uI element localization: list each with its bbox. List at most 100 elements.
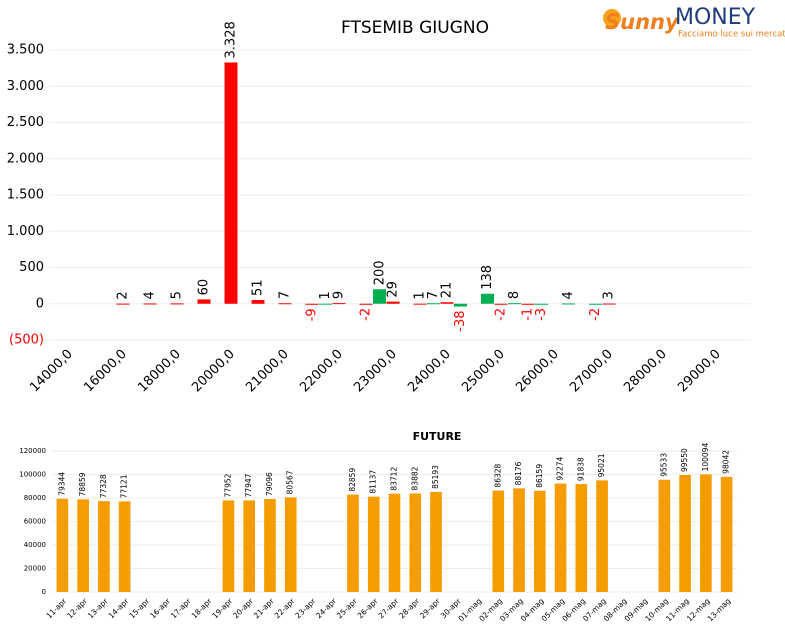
x-tick-label: 14000,0 (27, 347, 76, 396)
data-label: -2 (359, 308, 374, 321)
data-label: 83712 (390, 467, 399, 491)
y-tick-label: 0 (42, 588, 46, 596)
bar (427, 303, 440, 305)
bar (367, 496, 380, 592)
y-tick-label: 80000 (24, 494, 46, 502)
x-tick-label: 14-apr (107, 596, 131, 620)
y-tick-label: 1.500 (7, 188, 44, 203)
data-label: -3 (534, 308, 549, 321)
bar (535, 303, 548, 305)
bar (319, 303, 332, 305)
x-tick-label: 20-apr (231, 596, 255, 620)
bar (284, 497, 297, 592)
chart-title: FUTURE (413, 430, 462, 443)
x-tick-label: 29-apr (418, 596, 442, 620)
data-label: 51 (251, 280, 266, 297)
data-label: 60 (197, 279, 212, 296)
logo-tagline: Facciamo luce sui mercati (678, 30, 785, 40)
y-tick-label: (500) (9, 333, 44, 348)
logo: Sunny MONEY Facciamo luce sui mercati (603, 5, 785, 40)
logo-sun (603, 9, 621, 27)
data-label: -38 (453, 311, 468, 332)
data-label: 82859 (348, 468, 357, 492)
bar (143, 303, 157, 305)
data-label: 77947 (244, 473, 253, 497)
x-tick-label: 28-apr (397, 596, 421, 620)
data-label: 79344 (57, 472, 66, 496)
x-tick-label: 29000,0 (675, 347, 724, 396)
x-tick-label: 28000,0 (621, 347, 670, 396)
bar (508, 303, 521, 305)
data-label: 95021 (597, 453, 606, 477)
x-tick-label: 23-apr (293, 596, 317, 620)
data-label: -1 (521, 308, 536, 321)
bar (596, 480, 608, 592)
bar (430, 491, 442, 592)
x-tick-label: 16-apr (148, 596, 172, 620)
x-tick-label: 18-apr (190, 596, 214, 620)
data-label: 79096 (265, 472, 274, 496)
y-tick-label: 120000 (19, 447, 46, 455)
bar (562, 303, 575, 305)
data-label: -2 (494, 308, 509, 321)
y-tick-label: 2.500 (7, 115, 44, 130)
bar (373, 289, 386, 304)
data-label: 92274 (556, 456, 565, 480)
bar (481, 293, 494, 304)
data-label: 3.328 (224, 21, 239, 58)
bar (533, 490, 546, 592)
x-tick-label: 11-apr (44, 596, 68, 620)
data-label: 91838 (576, 457, 585, 481)
y-tick-label: 0 (36, 296, 44, 311)
bar (224, 62, 238, 304)
data-label: 4 (561, 291, 576, 299)
data-label: 100094 (701, 443, 710, 472)
x-tick-label: 17-apr (169, 596, 193, 620)
bar (170, 303, 184, 305)
data-label: 86159 (535, 464, 544, 488)
bar (658, 479, 671, 592)
y-tick-label: 100000 (19, 471, 46, 479)
bar (347, 494, 359, 592)
data-label: 85193 (431, 465, 440, 489)
y-tick-label: 500 (19, 260, 44, 275)
x-tick-label: 27-apr (376, 596, 400, 620)
data-label: 200 (372, 260, 387, 285)
y-tick-label: 1.000 (7, 224, 44, 239)
data-label: 8 (507, 291, 522, 299)
y-tick-label: 3.000 (7, 79, 44, 94)
data-label: 4 (143, 291, 158, 299)
data-label: -2 (588, 308, 603, 321)
data-label: -9 (305, 308, 320, 321)
bar (359, 303, 373, 305)
bar (243, 500, 256, 592)
data-label: 29 (386, 281, 401, 298)
bar (118, 501, 131, 592)
bar (440, 302, 454, 304)
bar (700, 474, 712, 592)
data-label: 83882 (410, 466, 419, 490)
chart-title: FTSEMIB GIUGNO (341, 18, 489, 38)
x-tick-label: 23000,0 (351, 347, 400, 396)
bar (116, 303, 130, 305)
x-tick-label: 15-apr (127, 596, 151, 620)
data-label: 86328 (493, 463, 502, 487)
bar (264, 499, 276, 592)
data-label: 81137 (369, 470, 378, 494)
bar (98, 501, 110, 592)
data-label: 5 (170, 291, 185, 299)
data-label: 7 (426, 291, 441, 299)
data-label: 1 (413, 291, 428, 299)
data-label: 3 (602, 291, 617, 299)
x-tick-label: 24-apr (314, 596, 338, 620)
bar (602, 303, 616, 305)
x-tick-label: 21000,0 (243, 347, 292, 396)
x-tick-label: 22000,0 (297, 347, 346, 396)
bar (56, 498, 69, 592)
bar (413, 303, 427, 305)
x-tick-label: 12-apr (65, 596, 89, 620)
data-label: 88176 (514, 461, 523, 485)
data-label: 1 (318, 291, 333, 299)
bar (494, 303, 508, 305)
